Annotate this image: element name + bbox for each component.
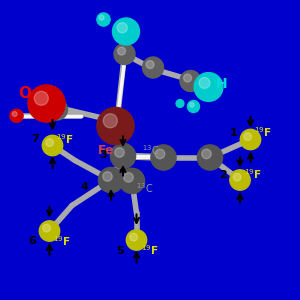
Circle shape <box>233 173 241 181</box>
Circle shape <box>190 103 194 107</box>
Circle shape <box>39 221 60 241</box>
Text: $^{19}$F: $^{19}$F <box>141 244 159 257</box>
Circle shape <box>12 111 17 116</box>
Circle shape <box>194 73 223 101</box>
Circle shape <box>42 135 63 156</box>
Text: $^{19}$F: $^{19}$F <box>244 167 262 181</box>
Text: $^{19}$F: $^{19}$F <box>254 125 272 139</box>
Circle shape <box>119 168 145 194</box>
Circle shape <box>180 70 201 92</box>
Text: 4: 4 <box>81 182 88 192</box>
Circle shape <box>176 100 184 107</box>
Circle shape <box>114 44 135 64</box>
Circle shape <box>184 74 192 82</box>
Circle shape <box>117 22 127 33</box>
Circle shape <box>10 109 23 122</box>
Circle shape <box>43 224 50 232</box>
Circle shape <box>202 149 211 159</box>
Text: 1: 1 <box>230 128 238 138</box>
Text: $^{19}$F: $^{19}$F <box>53 234 71 248</box>
Circle shape <box>118 47 126 55</box>
Circle shape <box>197 145 223 170</box>
Circle shape <box>124 172 133 182</box>
Circle shape <box>97 107 134 145</box>
Circle shape <box>115 148 124 157</box>
Text: 5: 5 <box>116 245 124 256</box>
Circle shape <box>108 112 117 121</box>
Circle shape <box>240 129 261 150</box>
Text: $^{13}$C: $^{13}$C <box>142 143 160 157</box>
Text: H: H <box>215 77 227 91</box>
Circle shape <box>112 18 140 45</box>
Text: Fe: Fe <box>98 144 115 157</box>
Circle shape <box>103 172 112 181</box>
Circle shape <box>151 145 176 170</box>
Text: 2: 2 <box>219 169 227 180</box>
Circle shape <box>146 61 154 68</box>
Circle shape <box>99 15 104 20</box>
Circle shape <box>110 143 136 169</box>
Text: $^{13}$C: $^{13}$C <box>136 182 154 195</box>
Text: O: O <box>18 85 31 100</box>
Circle shape <box>104 109 127 131</box>
Circle shape <box>98 167 124 193</box>
Circle shape <box>46 139 53 146</box>
Circle shape <box>97 13 110 26</box>
Circle shape <box>28 85 65 122</box>
Circle shape <box>50 103 58 111</box>
Circle shape <box>230 170 250 190</box>
Circle shape <box>34 91 48 105</box>
Circle shape <box>155 149 165 159</box>
Circle shape <box>142 57 164 78</box>
Text: 7: 7 <box>31 134 39 144</box>
Circle shape <box>103 114 117 128</box>
Circle shape <box>188 100 200 112</box>
Circle shape <box>46 99 68 120</box>
Text: $^{19}$F: $^{19}$F <box>56 132 74 145</box>
Circle shape <box>244 133 251 140</box>
Circle shape <box>199 77 210 88</box>
Circle shape <box>126 230 147 250</box>
Circle shape <box>130 233 137 241</box>
Text: 6: 6 <box>28 236 36 246</box>
Text: 3: 3 <box>99 150 106 161</box>
